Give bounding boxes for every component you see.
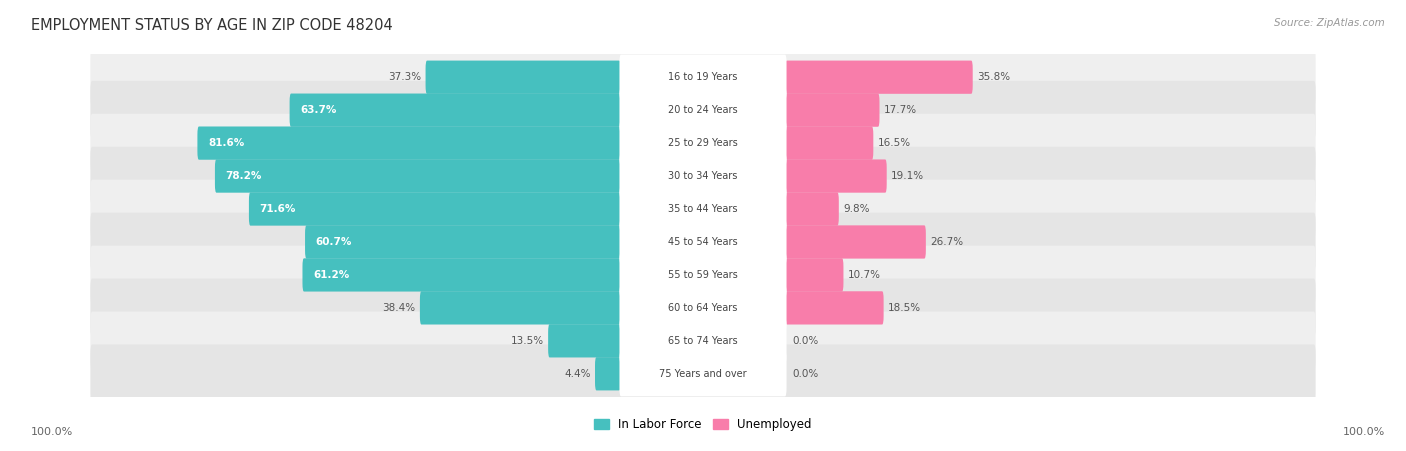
Text: 25 to 29 Years: 25 to 29 Years xyxy=(668,138,738,148)
Legend: In Labor Force, Unemployed: In Labor Force, Unemployed xyxy=(589,413,817,436)
Text: 63.7%: 63.7% xyxy=(299,105,336,115)
FancyBboxPatch shape xyxy=(786,93,880,127)
FancyBboxPatch shape xyxy=(620,55,786,100)
Text: EMPLOYMENT STATUS BY AGE IN ZIP CODE 48204: EMPLOYMENT STATUS BY AGE IN ZIP CODE 482… xyxy=(31,18,392,33)
Text: 55 to 59 Years: 55 to 59 Years xyxy=(668,270,738,280)
FancyBboxPatch shape xyxy=(426,60,620,94)
FancyBboxPatch shape xyxy=(90,213,1316,272)
Text: 60.7%: 60.7% xyxy=(315,237,352,247)
Text: 26.7%: 26.7% xyxy=(931,237,963,247)
FancyBboxPatch shape xyxy=(620,186,786,231)
FancyBboxPatch shape xyxy=(786,60,973,94)
FancyBboxPatch shape xyxy=(197,126,620,160)
FancyBboxPatch shape xyxy=(548,324,620,358)
FancyBboxPatch shape xyxy=(90,345,1316,403)
FancyBboxPatch shape xyxy=(249,193,620,226)
FancyBboxPatch shape xyxy=(786,226,925,258)
FancyBboxPatch shape xyxy=(90,48,1316,106)
FancyBboxPatch shape xyxy=(786,291,883,325)
Text: 61.2%: 61.2% xyxy=(314,270,349,280)
Text: 35.8%: 35.8% xyxy=(977,72,1011,82)
FancyBboxPatch shape xyxy=(290,93,620,127)
Text: 4.4%: 4.4% xyxy=(564,369,591,379)
FancyBboxPatch shape xyxy=(620,253,786,298)
FancyBboxPatch shape xyxy=(90,279,1316,337)
Text: 60 to 64 Years: 60 to 64 Years xyxy=(668,303,738,313)
Text: 16.5%: 16.5% xyxy=(877,138,911,148)
Text: 75 Years and over: 75 Years and over xyxy=(659,369,747,379)
FancyBboxPatch shape xyxy=(620,220,786,265)
Text: 65 to 74 Years: 65 to 74 Years xyxy=(668,336,738,346)
Text: 13.5%: 13.5% xyxy=(510,336,544,346)
Text: 20 to 24 Years: 20 to 24 Years xyxy=(668,105,738,115)
FancyBboxPatch shape xyxy=(90,147,1316,205)
Text: 78.2%: 78.2% xyxy=(225,171,262,181)
FancyBboxPatch shape xyxy=(786,193,839,226)
Text: 18.5%: 18.5% xyxy=(889,303,921,313)
Text: 9.8%: 9.8% xyxy=(844,204,870,214)
Text: Source: ZipAtlas.com: Source: ZipAtlas.com xyxy=(1274,18,1385,28)
Text: 81.6%: 81.6% xyxy=(208,138,245,148)
FancyBboxPatch shape xyxy=(620,87,786,133)
Text: 45 to 54 Years: 45 to 54 Years xyxy=(668,237,738,247)
Text: 10.7%: 10.7% xyxy=(848,270,882,280)
Text: 71.6%: 71.6% xyxy=(259,204,295,214)
FancyBboxPatch shape xyxy=(90,179,1316,238)
FancyBboxPatch shape xyxy=(302,258,620,291)
FancyBboxPatch shape xyxy=(620,318,786,364)
Text: 17.7%: 17.7% xyxy=(884,105,917,115)
FancyBboxPatch shape xyxy=(620,351,786,396)
Text: 0.0%: 0.0% xyxy=(793,369,820,379)
FancyBboxPatch shape xyxy=(786,258,844,291)
FancyBboxPatch shape xyxy=(305,226,620,258)
FancyBboxPatch shape xyxy=(620,120,786,166)
Text: 38.4%: 38.4% xyxy=(382,303,415,313)
Text: 100.0%: 100.0% xyxy=(31,428,73,437)
FancyBboxPatch shape xyxy=(595,357,620,391)
FancyBboxPatch shape xyxy=(90,114,1316,172)
FancyBboxPatch shape xyxy=(90,81,1316,139)
FancyBboxPatch shape xyxy=(90,312,1316,370)
Text: 19.1%: 19.1% xyxy=(891,171,924,181)
FancyBboxPatch shape xyxy=(90,246,1316,304)
Text: 0.0%: 0.0% xyxy=(793,336,820,346)
Text: 35 to 44 Years: 35 to 44 Years xyxy=(668,204,738,214)
Text: 37.3%: 37.3% xyxy=(388,72,420,82)
FancyBboxPatch shape xyxy=(786,126,873,160)
FancyBboxPatch shape xyxy=(620,285,786,331)
FancyBboxPatch shape xyxy=(215,160,620,193)
FancyBboxPatch shape xyxy=(786,160,887,193)
Text: 100.0%: 100.0% xyxy=(1343,428,1385,437)
FancyBboxPatch shape xyxy=(620,153,786,198)
FancyBboxPatch shape xyxy=(420,291,620,325)
Text: 30 to 34 Years: 30 to 34 Years xyxy=(668,171,738,181)
Text: 16 to 19 Years: 16 to 19 Years xyxy=(668,72,738,82)
